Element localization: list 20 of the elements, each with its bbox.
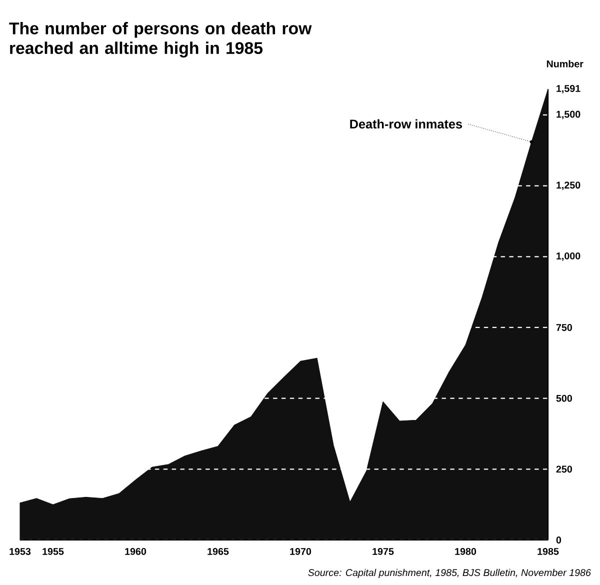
annotation: Death-row inmates (350, 119, 462, 129)
y-tick-label: 1,500 (556, 110, 580, 120)
x-tick-label: 1960 (125, 548, 146, 555)
y-tick-label: 0 (556, 536, 562, 544)
y-tick-label: 1,250 (556, 182, 580, 190)
x-tick-label: 1985 (538, 548, 559, 555)
x-tick-label: 1965 (208, 548, 229, 555)
source-note: Source: Capital punishment, 1985, BJS Bulletin, November 1986 (308, 568, 591, 578)
y-tick-label: 250 (556, 466, 572, 473)
x-tick-label: 1955 (42, 548, 64, 555)
x-tick-label: 1953 (10, 548, 31, 555)
y-tick-label: 1,000 (556, 252, 580, 261)
x-tick-label: 1975 (372, 548, 394, 555)
x-tick-label: 1980 (455, 548, 476, 555)
chart-title: The number of persons on death row reached an alltime high in 1985 (9, 22, 312, 58)
y-tick-label: 500 (556, 394, 572, 402)
y-axis-title: Number (546, 60, 584, 68)
x-tick-label: 1970 (290, 548, 312, 555)
y-tick-label: 750 (556, 324, 572, 331)
y-tick-label: 1,591 (556, 85, 580, 94)
